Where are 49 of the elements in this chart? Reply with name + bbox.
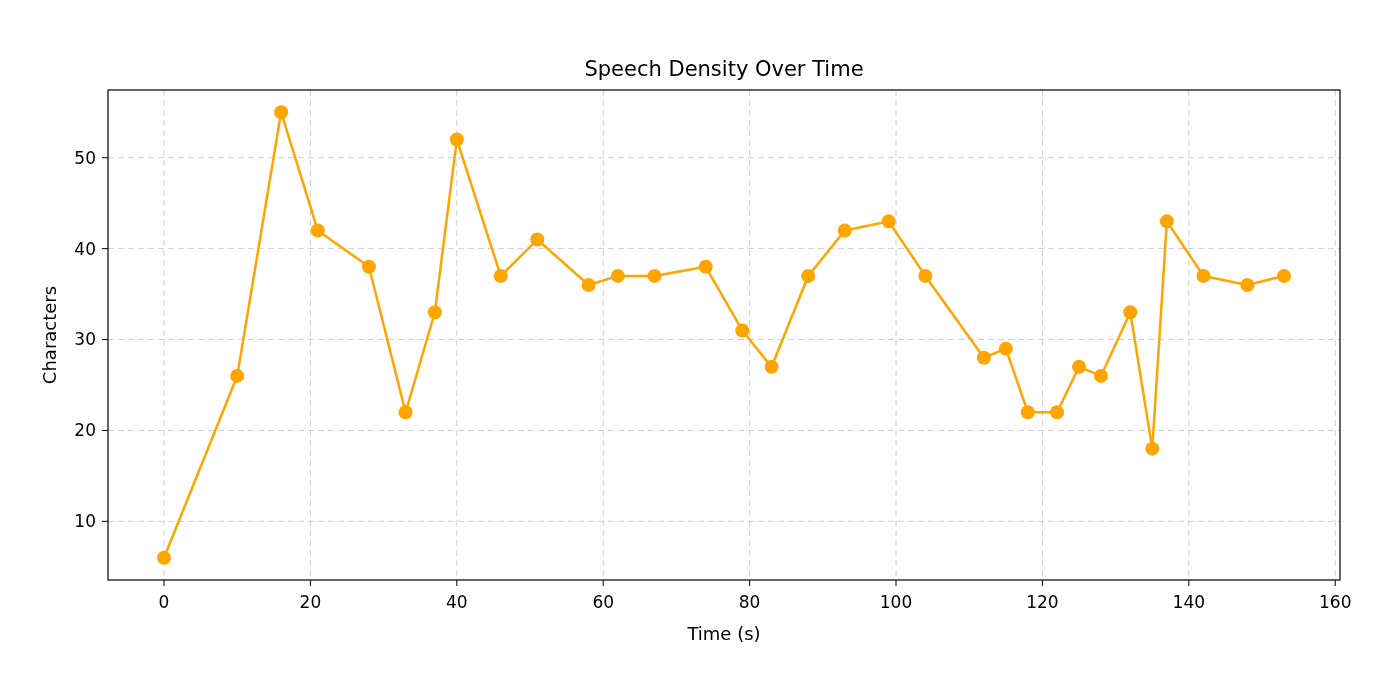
point bbox=[1277, 268, 1291, 283]
point bbox=[801, 268, 816, 283]
point bbox=[1123, 305, 1138, 320]
point bbox=[530, 232, 545, 247]
point bbox=[493, 268, 508, 283]
point bbox=[1093, 368, 1108, 383]
point bbox=[310, 223, 325, 238]
y-tick-label: 50 bbox=[74, 147, 96, 168]
y-tick-label: 40 bbox=[74, 238, 96, 259]
y-tick-label: 30 bbox=[74, 329, 96, 350]
point bbox=[1240, 278, 1255, 292]
point bbox=[1159, 214, 1174, 229]
point bbox=[998, 341, 1013, 356]
x-tick-label: 0 bbox=[158, 592, 170, 612]
point bbox=[764, 359, 779, 374]
point bbox=[735, 323, 750, 338]
point bbox=[1072, 359, 1087, 374]
y-axis-title: Characters bbox=[39, 285, 60, 385]
x-axis-title: Time (s) bbox=[686, 623, 761, 644]
point bbox=[274, 105, 289, 120]
point bbox=[157, 550, 171, 565]
point bbox=[449, 132, 464, 147]
point bbox=[398, 405, 413, 420]
x-tick-label: 160 bbox=[1319, 592, 1352, 612]
point bbox=[647, 268, 662, 283]
x-tick-label: 80 bbox=[738, 592, 761, 612]
point bbox=[230, 368, 245, 383]
point bbox=[610, 268, 625, 283]
y-tick-label: 10 bbox=[74, 511, 96, 532]
x-tick-label: 120 bbox=[1026, 592, 1059, 612]
point bbox=[976, 350, 991, 365]
point bbox=[698, 259, 713, 274]
point bbox=[1020, 405, 1035, 420]
point bbox=[1050, 405, 1065, 420]
x-tick-label: 20 bbox=[299, 592, 322, 612]
x-tick-label: 60 bbox=[592, 592, 615, 612]
point bbox=[1145, 441, 1160, 456]
point bbox=[881, 214, 896, 229]
chart-title: Speech Density Over Time bbox=[584, 57, 864, 81]
x-tick-label: 100 bbox=[879, 592, 913, 612]
point bbox=[918, 268, 933, 283]
point bbox=[361, 259, 376, 274]
point bbox=[1196, 268, 1211, 283]
point bbox=[427, 305, 442, 320]
point bbox=[837, 223, 852, 238]
x-tick-label: 140 bbox=[1172, 592, 1206, 612]
y-tick-label: 20 bbox=[74, 420, 96, 441]
point bbox=[581, 278, 596, 292]
x-tick-label: 40 bbox=[445, 592, 468, 612]
